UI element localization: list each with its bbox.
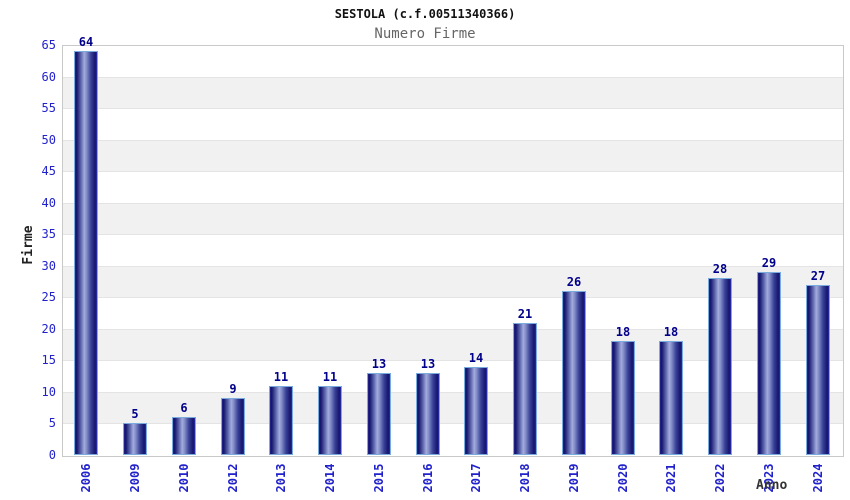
y-tick-label: 65	[41, 38, 56, 52]
y-tick-label: 60	[41, 69, 56, 84]
gridline	[63, 76, 843, 78]
x-tick-label: 2010	[177, 463, 191, 493]
bar-2018	[513, 323, 537, 455]
bar-value-label: 21	[517, 307, 533, 321]
bar-value-label: 18	[663, 325, 679, 339]
bar-value-label: 11	[322, 370, 338, 384]
x-tick-label: 2020	[616, 463, 630, 493]
bar-value-label: 5	[131, 407, 139, 421]
bar-2009	[123, 423, 147, 455]
bar-value-label: 64	[78, 35, 94, 49]
y-tick-label: 15	[41, 353, 56, 368]
bar-2020	[611, 341, 635, 455]
bar-2006	[74, 51, 98, 455]
y-tick-label: 0	[48, 448, 56, 462]
gridline	[63, 297, 843, 299]
x-tick-label: 2019	[567, 463, 581, 493]
bar-2016	[416, 373, 440, 455]
y-tick-label: 35	[41, 227, 56, 242]
bar-2012	[221, 398, 245, 455]
bar-2014	[318, 386, 342, 455]
plot-band	[63, 77, 843, 110]
plot-band	[63, 140, 843, 173]
bar-value-label: 14	[468, 351, 484, 365]
chart-subtitle: Numero Firme	[374, 26, 476, 42]
x-tick-label: 2024	[811, 463, 825, 493]
bar-value-label: 27	[810, 269, 826, 283]
bar-value-label: 6	[180, 401, 188, 415]
y-tick-label: 50	[41, 132, 56, 147]
gridline	[63, 423, 843, 425]
bar-2023	[757, 272, 781, 455]
plot-band	[63, 46, 843, 78]
x-tick-label: 2017	[469, 463, 483, 493]
y-tick-label: 10	[41, 384, 56, 399]
x-tick-label: 2014	[323, 463, 337, 493]
x-tick-label: 2021	[664, 463, 678, 493]
x-tick-label: 2013	[274, 463, 288, 493]
bar-2017	[464, 367, 488, 455]
bar-value-label: 13	[371, 357, 387, 371]
y-tick-label: 25	[41, 290, 56, 305]
bar-2021	[659, 341, 683, 455]
gridline	[63, 234, 843, 236]
chart-title: SESTOLA (c.f.00511340366)	[334, 7, 516, 21]
plot-band	[63, 235, 843, 267]
gridline	[63, 265, 843, 267]
x-tick-label: 2012	[226, 463, 240, 493]
plot-band	[63, 172, 843, 204]
plot-band	[63, 109, 843, 141]
bar-2019	[562, 291, 586, 455]
y-tick-label: 30	[41, 258, 56, 273]
x-axis-title: Anno	[756, 478, 788, 493]
gridline	[63, 391, 843, 393]
bar-value-label: 29	[761, 256, 777, 270]
gridline	[63, 328, 843, 330]
gridline	[63, 108, 843, 110]
bar-2015	[367, 373, 391, 455]
x-tick-label: 2006	[79, 463, 93, 493]
bar-value-label: 11	[273, 370, 289, 384]
gridline	[63, 202, 843, 204]
x-tick-label: 2009	[128, 463, 142, 493]
y-axis-title: Firme	[21, 225, 36, 265]
gridline	[63, 360, 843, 362]
bar-2024	[806, 285, 830, 455]
bar-value-label: 18	[615, 325, 631, 339]
x-tick-label: 2018	[518, 463, 532, 493]
gridline	[63, 171, 843, 173]
y-tick-label: 20	[41, 321, 56, 336]
gridline	[63, 139, 843, 141]
bar-2013	[269, 386, 293, 455]
plot-band	[63, 203, 843, 236]
bar-2010	[172, 417, 196, 455]
x-tick-label: 2022	[713, 463, 727, 493]
y-tick-label: 45	[41, 164, 56, 179]
bar-value-label: 13	[420, 357, 436, 371]
bar-value-label: 9	[229, 382, 237, 396]
x-tick-label: 2016	[421, 463, 435, 493]
bar-2022	[708, 278, 732, 455]
y-tick-label: 40	[41, 195, 56, 210]
x-tick-label: 2015	[372, 463, 386, 493]
bar-value-label: 26	[566, 275, 582, 289]
y-tick-label: 5	[48, 416, 56, 431]
y-tick-label: 55	[41, 101, 56, 116]
bar-value-label: 28	[712, 262, 728, 276]
